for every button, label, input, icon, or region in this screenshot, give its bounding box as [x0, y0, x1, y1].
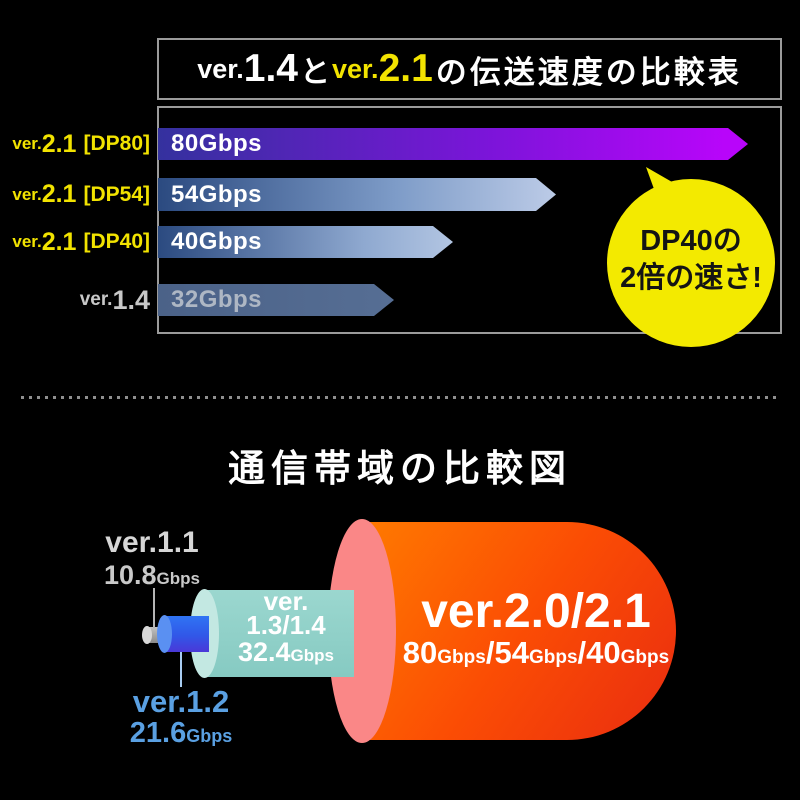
title-connector: と	[300, 56, 330, 89]
speech-bubble-text: DP40の 2倍の速さ!	[598, 223, 784, 297]
ver12-leader-line	[180, 652, 182, 687]
bar-label-dp54: ver. 2.1 [DP54]	[12, 178, 150, 211]
title-ver2-num: 2.1	[378, 47, 433, 90]
ver2021-specs: 80Gbps/54Gbps/40Gbps	[390, 636, 682, 675]
bar-label-num: 2.1	[41, 227, 77, 256]
speech-bubble-icon	[607, 167, 775, 347]
bar-label-dp80: ver. 2.1 [DP80]	[12, 128, 150, 160]
spec3-unit: Gbps	[620, 647, 670, 668]
spec2-num: 54	[494, 635, 529, 670]
spec1-num: 80	[402, 635, 438, 670]
bandwidth-diagram-title: 通信帯域の比較図	[228, 448, 572, 489]
bar-label-num: 1.4	[112, 284, 150, 315]
ver11-value-num: 10.8	[103, 560, 157, 590]
ver1314-name-line2: 1.3/1.4	[246, 610, 326, 640]
bar-label-ver: ver.	[12, 184, 42, 204]
spec-separator: /	[485, 635, 495, 670]
ver11-value-unit: Gbps	[156, 569, 200, 588]
chart-title-box: ver. 1.4 と ver. 2.1 の伝送速度の比較表	[157, 38, 782, 100]
cylinder-ver11-cap	[142, 626, 152, 644]
title-suffix: の伝送速度の比較表	[435, 54, 742, 90]
bar-label-port: [DP80]	[83, 132, 150, 155]
ver11-name: ver.1.1	[105, 526, 199, 559]
title-ver2-prefix: ver.	[332, 53, 379, 84]
cylinder-ver2021-body	[362, 522, 676, 740]
ver1314-name-line1: ver.	[263, 586, 309, 616]
ver12-value-unit: Gbps	[186, 726, 233, 746]
bar-value-label: 32Gbps	[171, 286, 263, 313]
bar-54gbps: 54Gbps	[158, 178, 556, 211]
bar-label-num: 2.1	[41, 180, 77, 208]
bar-label-dp40: ver. 2.1 [DP40]	[12, 226, 150, 258]
bubble-line2: 2倍の速さ!	[620, 262, 762, 294]
bar-label-port: [DP54]	[83, 182, 150, 206]
bar-value-label: 54Gbps	[171, 180, 263, 208]
bar-label-ver: ver.	[12, 232, 42, 251]
ver1314-value: 32.4Gbps	[211, 637, 361, 671]
dotted-divider	[21, 396, 779, 399]
spec3-num: 40	[586, 635, 621, 670]
cylinder-ver1314-body	[204, 590, 354, 677]
spec-separator: /	[577, 635, 587, 670]
bar-value-label: 80Gbps	[171, 130, 263, 157]
ver1314-value-unit: Gbps	[290, 646, 334, 665]
ver2021-name: ver.2.0/2.1	[421, 585, 651, 638]
cylinder-ver2021-text: ver.2.0/2.1 80Gbps/54Gbps/40Gbps	[390, 588, 682, 675]
title-ver1-prefix: ver.	[197, 53, 244, 84]
ver12-value-num: 21.6	[129, 717, 187, 749]
title-ver1-num: 1.4	[243, 47, 298, 90]
chart-plot-area	[157, 106, 782, 334]
bar-40gbps: 40Gbps	[158, 226, 453, 258]
bar-32gbps: 32Gbps	[158, 284, 394, 316]
bar-value-label: 40Gbps	[171, 228, 263, 255]
ver11-value: 10.8Gbps	[82, 560, 222, 591]
spec1-unit: Gbps	[437, 647, 486, 668]
bar-label-ver: ver.	[12, 134, 42, 153]
bubble-line1: DP40の	[640, 225, 742, 257]
bar-label-port: [DP40]	[83, 230, 150, 253]
spec2-unit: Gbps	[528, 647, 578, 668]
bar-label-ver: ver.	[79, 289, 113, 310]
bar-label-num: 2.1	[41, 129, 77, 158]
cylinder-ver12-cap	[157, 615, 172, 653]
ver1314-value-num: 32.4	[237, 637, 291, 667]
ver12-name: ver.1.2	[132, 684, 230, 719]
cylinder-ver1314-text: ver. 1.3/1.4 32.4Gbps	[211, 586, 361, 671]
ver11-leader-line	[153, 588, 155, 628]
ver12-value: 21.6Gbps	[111, 717, 251, 750]
bar-label-ver14: ver. 1.4	[80, 284, 150, 316]
bar-80gbps: 80Gbps	[158, 128, 748, 160]
